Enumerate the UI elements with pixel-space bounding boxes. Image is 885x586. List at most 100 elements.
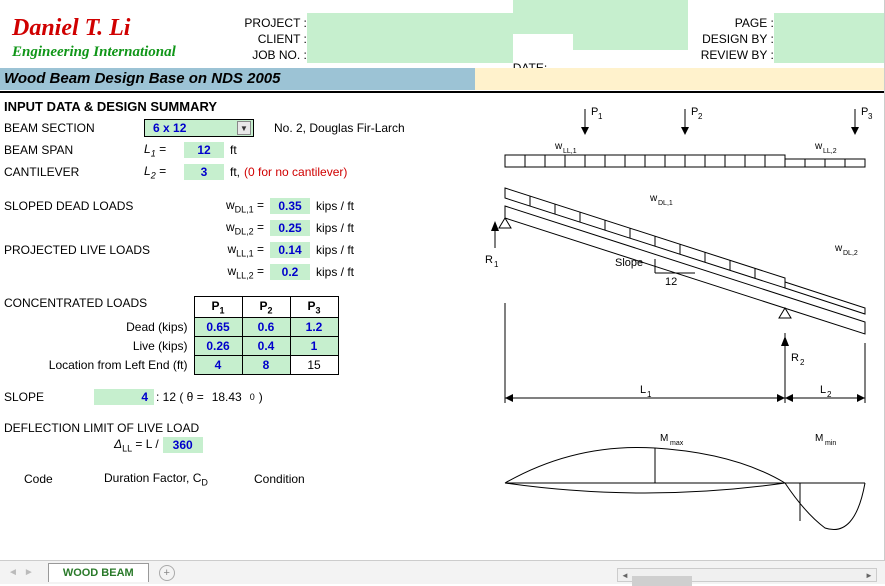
svg-text:LL,1: LL,1 (563, 148, 577, 155)
input-page-design-review[interactable] (774, 13, 884, 63)
page-title: Wood Beam Design Base on NDS 2005 (0, 68, 475, 90)
scroll-thumb[interactable] (632, 576, 692, 586)
sym-wLL1: wLL,1 = (204, 242, 264, 258)
label-jobno: JOB NO. : (226, 47, 307, 63)
label-project: PROJECT : (226, 15, 307, 31)
logo-sub: Engineering International (12, 44, 226, 61)
label-designby: DESIGN BY : (688, 31, 774, 47)
tab-nav: ◄ ► (8, 567, 34, 578)
header: Daniel T. Li Engineering International P… (0, 0, 884, 68)
label-cantilever: CANTILEVER (4, 165, 144, 179)
logo-name: Daniel T. Li (12, 15, 226, 42)
scroll-left-icon[interactable]: ◄ (618, 569, 632, 581)
input-wLL2[interactable]: 0.2 (270, 264, 310, 280)
svg-text:1: 1 (647, 390, 652, 399)
svg-text:1: 1 (598, 112, 603, 121)
cell-dead-P1[interactable]: 0.65 (194, 318, 242, 337)
slope-degunit: 0 (250, 392, 255, 402)
row-deflection: ΔLL = L / 360 (114, 435, 475, 455)
label-client: CLIENT : (226, 31, 307, 47)
table-row: Location from Left End (ft) 4 8 15 (34, 356, 338, 375)
scroll-right-icon[interactable]: ► (862, 569, 876, 581)
sym-wDL1: wDL,1 = (204, 198, 264, 214)
label-slope: SLOPE (4, 390, 94, 404)
table-row: Live (kips) 0.26 0.4 1 (34, 337, 338, 356)
diagram-panel: P1 P2 P3 wLL,1 wLL,2 (475, 99, 884, 546)
input-wDL1[interactable]: 0.35 (270, 198, 310, 214)
slope-close: ) (259, 390, 263, 404)
input-L2[interactable]: 3 (184, 164, 224, 180)
unit-wDL1: kips / ft (316, 199, 354, 213)
label-sloped-dead: SLOPED DEAD LOADS (4, 199, 204, 213)
beam-diagram: P1 P2 P3 wLL,1 wLL,2 (485, 103, 875, 543)
input-wLL1[interactable]: 0.14 (270, 242, 310, 258)
svg-text:2: 2 (827, 390, 832, 399)
cell-live-P3[interactable]: 1 (290, 337, 338, 356)
row-beam-section: BEAM SECTION 6 x 12 ▼ No. 2, Douglas Fir… (4, 118, 475, 138)
meta-labels-left: PROJECT : CLIENT : JOB NO. : (226, 5, 307, 63)
row-slope: SLOPE 4 : 12 ( θ = 18.43 0 ) (4, 387, 475, 407)
row-sloped-dead: SLOPED DEAD LOADS wDL,1 = 0.35 kips / ft (4, 196, 475, 216)
label-page: PAGE : (688, 15, 774, 31)
input-L1[interactable]: 12 (184, 142, 224, 158)
input-wDL2[interactable]: 0.25 (270, 220, 310, 236)
dropdown-beam-section[interactable]: 6 x 12 ▼ (144, 119, 254, 137)
input-deflection[interactable]: 360 (163, 437, 203, 453)
row-proj-live: PROJECTED LIVE LOADS wLL,1 = 0.14 kips /… (4, 240, 475, 260)
label-proj-live: PROJECTED LIVE LOADS (4, 243, 204, 257)
title-yellow (475, 68, 884, 90)
svg-text:2: 2 (698, 112, 703, 121)
svg-text:w: w (649, 193, 658, 204)
section-heading: INPUT DATA & DESIGN SUMMARY (4, 99, 475, 114)
slope-deg: 18.43 (212, 390, 242, 404)
divider (0, 91, 884, 93)
sym-wDL2: wDL,2 = (204, 220, 264, 236)
cell-loc-P2[interactable]: 8 (242, 356, 290, 375)
label-beam-section: BEAM SECTION (4, 121, 144, 135)
input-data-panel: INPUT DATA & DESIGN SUMMARY BEAM SECTION… (0, 99, 475, 546)
svg-text:min: min (825, 440, 836, 447)
cell-live-P1[interactable]: 0.26 (194, 337, 242, 356)
sym-L2: L2 = (144, 164, 184, 180)
input-mid1[interactable] (513, 0, 688, 34)
sym-L1: L1 = (144, 142, 184, 158)
label-condition: Condition (254, 472, 305, 486)
svg-text:2: 2 (800, 358, 805, 367)
svg-text:w: w (834, 243, 843, 254)
slope-sep: : 12 ( θ = (156, 390, 204, 404)
svg-text:R: R (791, 352, 799, 364)
svg-text:w: w (814, 141, 823, 152)
row-bottom-headers: Code Duration Factor, CD Condition (4, 469, 475, 489)
unit-L1: ft (230, 143, 237, 157)
sym-wLL2: wLL,2 = (204, 264, 264, 280)
svg-text:L: L (640, 384, 646, 396)
svg-text:12: 12 (665, 276, 677, 288)
tab-wood-beam[interactable]: WOOD BEAM (48, 563, 149, 582)
col-P1: P1 (194, 297, 242, 318)
add-sheet-icon[interactable]: + (159, 565, 175, 581)
tab-prev-icon[interactable]: ◄ (8, 567, 18, 578)
row-proj-live-2: wLL,2 = 0.2 kips / ft (4, 262, 475, 282)
cell-dead-P3[interactable]: 1.2 (290, 318, 338, 337)
beam-section-desc: No. 2, Douglas Fir-Larch (274, 121, 405, 135)
unit-wLL1: kips / ft (316, 243, 354, 257)
input-slope[interactable]: 4 (94, 389, 154, 405)
tab-next-icon[interactable]: ► (24, 567, 34, 578)
input-project-client-job[interactable] (307, 13, 513, 63)
svg-text:3: 3 (868, 112, 873, 121)
col-P2: P2 (242, 297, 290, 318)
cell-loc-P1[interactable]: 4 (194, 356, 242, 375)
svg-text:1: 1 (494, 260, 499, 269)
cell-dead-P2[interactable]: 0.6 (242, 318, 290, 337)
title-bar: Wood Beam Design Base on NDS 2005 (0, 68, 884, 90)
row-sloped-dead-2: wDL,2 = 0.25 kips / ft (4, 218, 475, 238)
cell-loc-P3[interactable]: 15 (290, 356, 338, 375)
dropdown-value: 6 x 12 (153, 121, 186, 135)
horizontal-scrollbar[interactable]: ◄ ► (617, 568, 877, 582)
row-beam-span: BEAM SPAN L1 = 12 ft (4, 140, 475, 160)
input-date[interactable] (573, 34, 688, 50)
cell-live-P2[interactable]: 0.4 (242, 337, 290, 356)
svg-text:LL,2: LL,2 (823, 148, 837, 155)
svg-text:M: M (815, 433, 823, 444)
label-conc-loads: CONCENTRATED LOADS (4, 296, 147, 310)
